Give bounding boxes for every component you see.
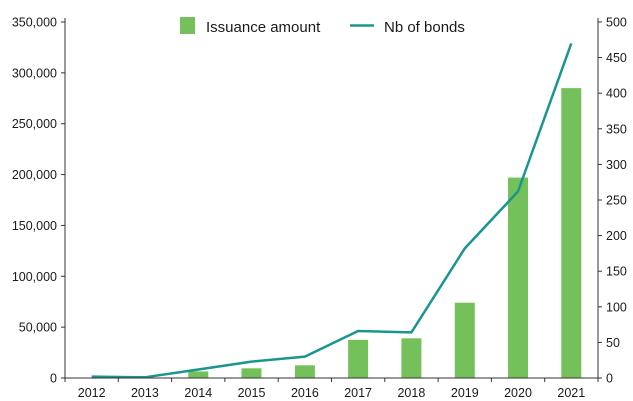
bar-2014 (188, 371, 209, 378)
bar-2021 (561, 88, 582, 378)
x-tick-label: 2020 (504, 386, 532, 400)
left-tick-label: 350,000 (12, 16, 57, 30)
legend-swatch-issuance-amount (180, 17, 195, 34)
right-tick-label: 200 (606, 229, 627, 243)
x-tick-label: 2017 (344, 386, 372, 400)
left-tick-label: 0 (50, 372, 57, 386)
bar-2019 (454, 302, 475, 378)
bar-2018 (401, 338, 422, 378)
legend-label-nb-of-bonds: Nb of bonds (384, 19, 465, 36)
right-tick-label: 300 (606, 158, 627, 172)
x-tick-label: 2014 (184, 386, 212, 400)
right-tick-label: 0 (606, 372, 613, 386)
right-tick-label: 400 (606, 87, 627, 101)
right-tick-label: 350 (606, 122, 627, 136)
bar-2015 (241, 368, 262, 378)
left-tick-label: 50,000 (19, 321, 57, 335)
right-tick-label: 250 (606, 194, 627, 208)
left-tick-label: 300,000 (12, 66, 57, 80)
right-tick-label: 50 (606, 336, 620, 350)
line-series-nb-of-bonds (91, 42, 573, 379)
x-tick-label: 2019 (451, 386, 479, 400)
x-tick-label: 2015 (238, 386, 266, 400)
left-tick-label: 100,000 (12, 270, 57, 284)
bar-2020 (508, 177, 528, 378)
right-tick-label: 500 (606, 16, 627, 30)
left-tick-label: 200,000 (12, 168, 57, 182)
right-tick-label: 450 (606, 51, 627, 65)
x-tick-label: 2021 (557, 386, 585, 400)
x-tick-label: 2013 (131, 386, 159, 400)
left-tick-label: 150,000 (12, 219, 57, 233)
legend: Issuance amount Nb of bonds (180, 17, 465, 36)
x-tick-label: 2016 (291, 386, 319, 400)
bars-layer (81, 88, 582, 378)
bar-2016 (294, 365, 315, 378)
bar-2017 (348, 339, 369, 378)
x-tick-label: 2018 (397, 386, 425, 400)
line-layer (91, 42, 573, 379)
x-tick-label: 2012 (78, 386, 106, 400)
legend-label-issuance-amount: Issuance amount (206, 19, 321, 36)
left-tick-label: 250,000 (12, 117, 57, 131)
axes-layer: 0 50,000 100,000 150,000 200,000 250,000 300,0… (12, 16, 627, 401)
right-tick-label: 150 (606, 265, 627, 279)
right-tick-label: 100 (606, 300, 627, 314)
